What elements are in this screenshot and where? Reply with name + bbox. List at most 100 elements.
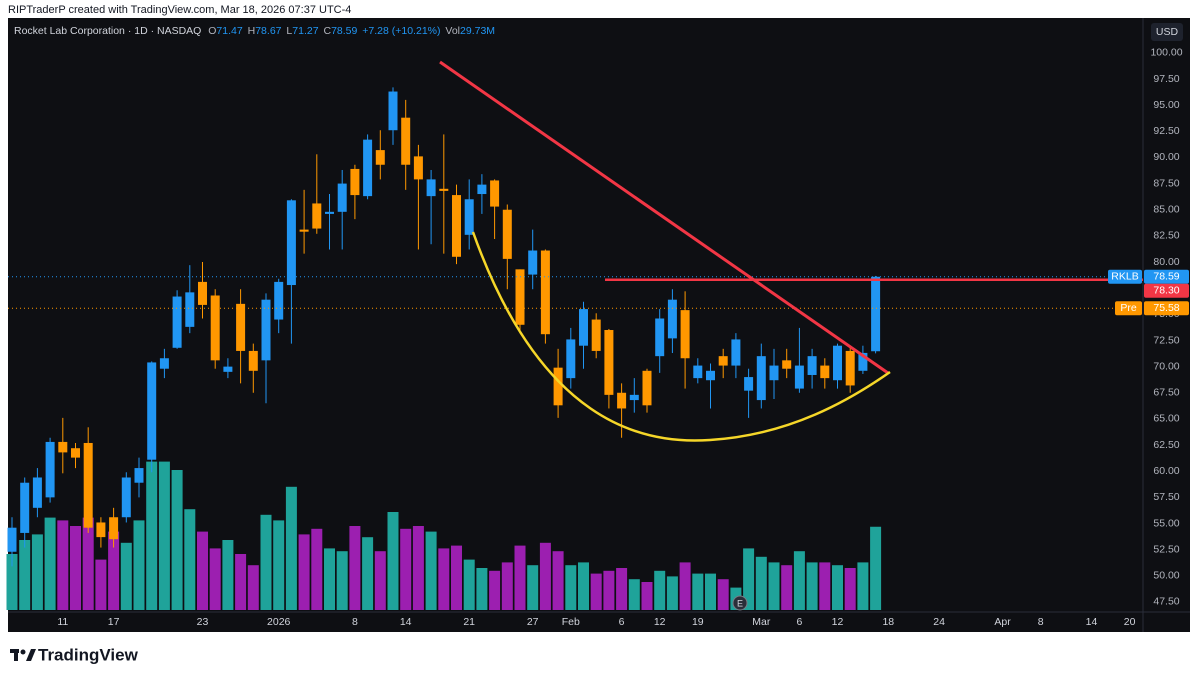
price-marker-value: 75.58 (1153, 302, 1179, 314)
volume-bar (438, 548, 450, 610)
volume-bar (832, 565, 843, 610)
volume-bar (247, 565, 259, 610)
candle-body (477, 184, 487, 195)
legend-close-label: C (323, 25, 331, 37)
candle-body (7, 527, 17, 552)
volume-bar (184, 509, 196, 610)
candle-body (109, 517, 119, 540)
volume-bar (324, 548, 335, 610)
candle-body (147, 362, 157, 460)
y-tick-label: 92.50 (1153, 125, 1179, 137)
volume-bar (82, 517, 94, 610)
x-tick-label: 14 (1086, 616, 1098, 628)
y-tick-label: 82.50 (1153, 230, 1179, 242)
price-marker-name: Pre (1120, 302, 1137, 314)
volume-bar (679, 562, 691, 610)
candle-body (820, 365, 830, 379)
x-tick-label: Mar (752, 616, 771, 628)
volume-bar (603, 570, 615, 610)
x-tick-label: 6 (796, 616, 802, 628)
candle-body (528, 250, 538, 275)
legend-change: +7.28 (+10.21%) (362, 25, 440, 37)
candle-body (515, 269, 525, 325)
x-tick-label: 2026 (267, 616, 291, 628)
volume-bar (857, 562, 869, 610)
volume-bar (425, 531, 437, 610)
price-marker-name-box (1115, 301, 1142, 316)
candle-body (32, 477, 42, 508)
candle-body (718, 356, 728, 366)
volume-bar (476, 568, 488, 610)
candle-body (871, 276, 881, 352)
currency-button[interactable] (1151, 23, 1183, 41)
x-tick-label: 18 (882, 616, 894, 628)
y-tick-label: 65.00 (1153, 413, 1179, 425)
y-tick-label: 95.00 (1153, 99, 1179, 111)
legend-high-label: H (248, 25, 256, 37)
volume-bar (133, 520, 145, 610)
legend: Rocket Lab Corporation · 1D · NASDAQ O71… (14, 25, 495, 37)
volume-bar (565, 565, 577, 610)
candle-body (350, 168, 360, 196)
y-tick-label: 70.00 (1153, 360, 1179, 372)
candle-body (261, 299, 271, 361)
x-tick-label: 11 (57, 616, 68, 628)
candle-body (629, 394, 639, 401)
volume-bar (387, 512, 399, 610)
y-tick-label: 47.50 (1153, 596, 1179, 608)
candle-body (299, 229, 309, 232)
candle-body (210, 295, 220, 361)
currency-label[interactable]: USD (1156, 26, 1179, 38)
price-marker-value: 78.59 (1153, 271, 1179, 283)
candle-body (502, 209, 512, 259)
x-tick-label: 20 (1124, 616, 1136, 628)
price-marker-name: RKLB (1111, 271, 1138, 283)
x-tick-label: 23 (197, 616, 209, 628)
candle-body (375, 150, 385, 165)
candle-body (325, 211, 334, 214)
volume-bar (552, 551, 564, 610)
volume-bar (768, 562, 780, 610)
candle-body (286, 200, 296, 286)
y-tick-label: 80.00 (1153, 256, 1179, 268)
candle-body (20, 482, 30, 533)
candle-body (782, 360, 792, 369)
legend-high: 78.67 (255, 25, 281, 37)
volume-bar (95, 559, 107, 610)
price-marker-box (1144, 283, 1189, 298)
volume-bar (235, 554, 247, 610)
candle-body (540, 250, 550, 335)
candle-body (604, 330, 614, 395)
brand: TradingView (38, 645, 139, 664)
legend-low: 71.27 (292, 25, 318, 37)
y-tick-label: 85.00 (1153, 204, 1179, 216)
candle-body (134, 468, 144, 483)
earnings-marker[interactable] (732, 595, 748, 611)
volume-bar (209, 548, 221, 610)
candle-body (655, 318, 665, 357)
candle-body (617, 392, 627, 409)
volume-bar (501, 562, 513, 610)
y-tick-label: 87.50 (1153, 177, 1179, 189)
volume-bar (311, 528, 323, 610)
candle-body (756, 356, 766, 401)
volume-bar (654, 570, 666, 610)
candle-body (566, 339, 576, 379)
candle-body (452, 195, 461, 257)
candle-body (236, 303, 246, 351)
legend-open: 71.47 (216, 25, 242, 37)
volume-bar (222, 540, 234, 610)
candle-body (401, 117, 411, 165)
volume-bar (260, 514, 272, 610)
candle-body (731, 339, 741, 366)
x-tick-label: 21 (463, 616, 475, 628)
trend-line (439, 60, 889, 375)
volume-bar (6, 554, 18, 610)
legend-low-label: L (286, 25, 292, 37)
volume-bar (412, 526, 424, 610)
volume-bar (57, 520, 69, 610)
volume-bar (349, 526, 361, 610)
x-tick-label: 19 (692, 616, 704, 628)
volume-bar (666, 576, 678, 610)
earnings-label[interactable]: E (737, 598, 743, 608)
